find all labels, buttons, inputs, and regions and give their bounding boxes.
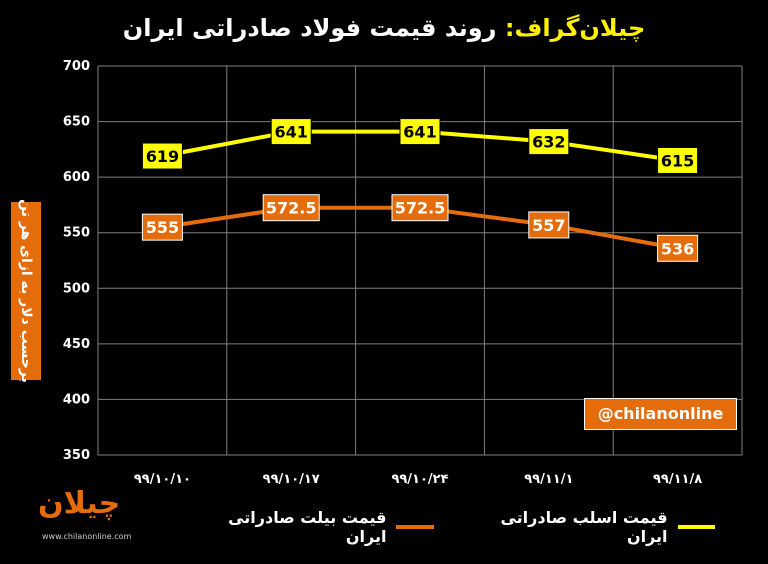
data-label: 572.5 bbox=[395, 199, 446, 218]
chart-title: چیلان‌گراف: روند قیمت فولاد صادراتی ایرا… bbox=[0, 14, 768, 42]
y-tick-label: 450 bbox=[63, 337, 90, 352]
data-label-box bbox=[262, 194, 320, 222]
legend-item-slab: قیمت اسلب صادراتی ایران bbox=[468, 508, 715, 546]
data-label-box bbox=[528, 211, 570, 239]
legend: قیمت اسلب صادراتی ایران قیمت بیلت صادرات… bbox=[195, 508, 715, 546]
y-tick-label: 600 bbox=[63, 170, 90, 185]
y-tick-label: 350 bbox=[63, 448, 90, 463]
data-label: 572.5 bbox=[266, 199, 317, 218]
legend-swatch-slab bbox=[677, 525, 715, 529]
y-tick-label: 400 bbox=[63, 392, 90, 407]
watermark-handle: @chilanonline bbox=[584, 398, 737, 430]
logo: چیلان www.chilanonline.com bbox=[16, 486, 146, 548]
x-tick-label: ۹۹/۱۰/۱۷ bbox=[263, 472, 320, 487]
data-label-box bbox=[141, 142, 183, 170]
data-label-box bbox=[270, 118, 312, 146]
data-label-box bbox=[657, 234, 699, 262]
data-label: 641 bbox=[274, 123, 307, 142]
title-main: روند قیمت فولاد صادراتی ایران bbox=[122, 14, 497, 42]
y-tick-label: 500 bbox=[63, 281, 90, 296]
y-axis-label-box bbox=[11, 202, 41, 380]
data-label: 632 bbox=[532, 133, 565, 152]
x-tick-label: ۹۹/۱۰/۱۰ bbox=[134, 472, 191, 487]
data-label-box bbox=[391, 194, 449, 222]
legend-swatch-billet bbox=[396, 525, 434, 529]
data-label: 619 bbox=[146, 147, 179, 166]
y-axis-label: برحسب دلار به ازای هر تن bbox=[18, 199, 34, 383]
x-tick-label: ۹۹/۱۱/۸ bbox=[653, 472, 702, 487]
title-brand: چیلان‌گراف: bbox=[504, 14, 646, 42]
y-tick-label: 700 bbox=[63, 59, 90, 74]
data-label: 555 bbox=[146, 218, 179, 237]
legend-item-billet: قیمت بیلت صادراتی ایران bbox=[195, 508, 434, 546]
data-label: 641 bbox=[403, 123, 436, 142]
legend-label-billet: قیمت بیلت صادراتی ایران bbox=[228, 508, 387, 546]
data-label-box bbox=[141, 213, 183, 241]
x-tick-label: ۹۹/۱۰/۲۴ bbox=[391, 472, 448, 487]
data-label-box bbox=[399, 118, 441, 146]
data-label-box bbox=[657, 146, 699, 174]
y-tick-label: 650 bbox=[63, 115, 90, 130]
data-label: 536 bbox=[661, 239, 694, 258]
y-tick-label: 550 bbox=[63, 226, 90, 241]
logo-site-url: www.chilanonline.com bbox=[42, 532, 132, 541]
x-tick-label: ۹۹/۱۱/۱ bbox=[524, 472, 573, 487]
data-label-box bbox=[528, 128, 570, 156]
logo-mark: چیلان bbox=[38, 486, 121, 521]
data-label: 557 bbox=[532, 216, 565, 235]
legend-label-slab: قیمت اسلب صادراتی ایران bbox=[500, 508, 668, 546]
data-label: 615 bbox=[661, 151, 694, 170]
